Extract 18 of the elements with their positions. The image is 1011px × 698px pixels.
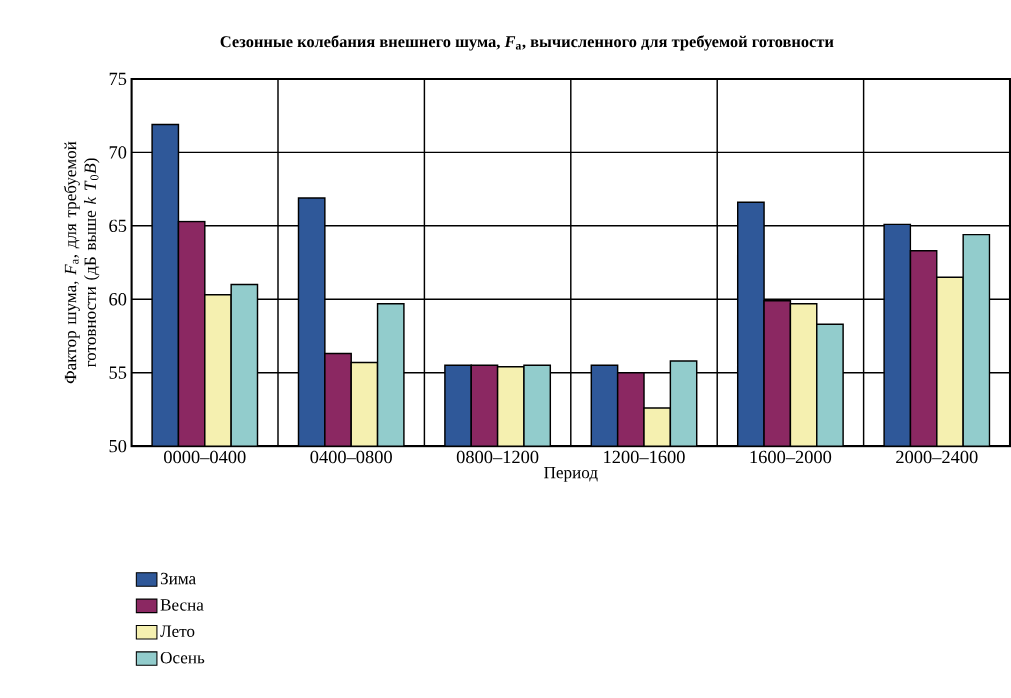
x-tick-label: 2000–2400 — [896, 450, 978, 464]
y-tick-label: 65 — [109, 219, 127, 233]
legend-label: Зима — [160, 572, 196, 585]
x-tick-label: 1200–1600 — [604, 450, 685, 464]
x-axis-title: Период — [544, 467, 598, 482]
y-tick-label: 60 — [109, 293, 127, 306]
y-tick-label: 55 — [109, 366, 127, 379]
x-tick-label: 0400–0800 — [310, 450, 392, 464]
x-tick-label: 0000–0400 — [164, 450, 246, 464]
y-tick-label: 75 — [109, 72, 127, 86]
y-tick-label: 50 — [109, 439, 127, 453]
x-tick-label: 1600–2000 — [750, 450, 832, 464]
y-tick-label: 70 — [109, 146, 127, 159]
chart-title: Сезонные колебания внешнего шума, F$_{a}$, вычисленного для требуемой готовности — [220, 35, 834, 51]
x-tick-label: 0800–1200 — [456, 450, 539, 464]
legend-label: Весна — [160, 599, 204, 611]
legend-label: Лето — [160, 625, 195, 638]
legend-label: Осень — [160, 652, 205, 664]
